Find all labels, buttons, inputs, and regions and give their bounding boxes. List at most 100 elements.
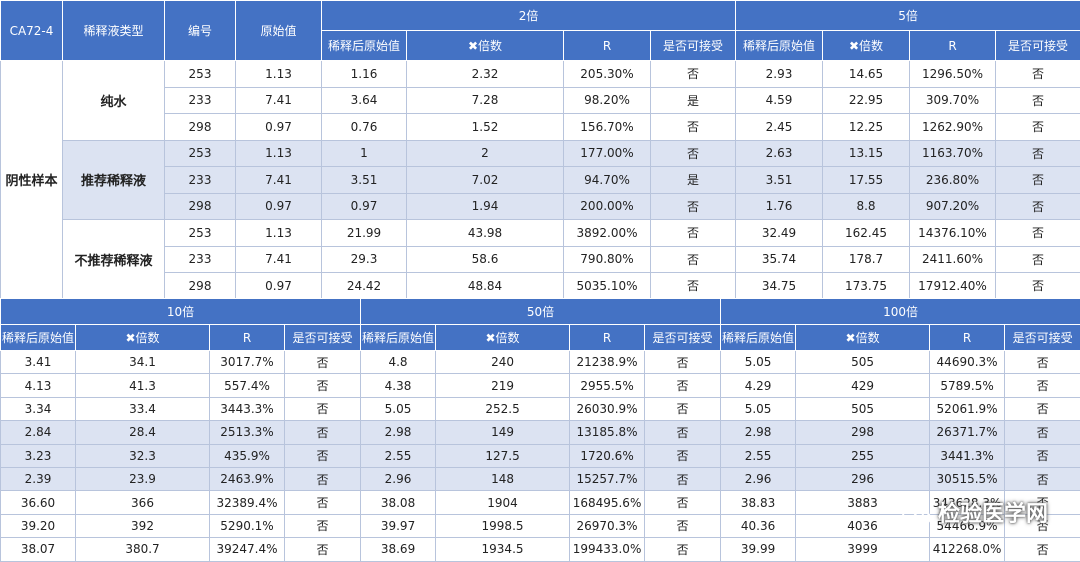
- table-cell: 1163.70%: [910, 140, 996, 167]
- group-header-2x: 2倍: [322, 1, 736, 31]
- table-cell: 13.15: [823, 140, 910, 167]
- table-cell: 199433.0%: [570, 538, 645, 561]
- table-cell: 5789.5%: [930, 374, 1005, 397]
- sub-header: R: [564, 31, 651, 61]
- table-cell: 1.13: [236, 61, 322, 88]
- watermark: 检验医学网: [902, 496, 1048, 528]
- table-cell: 156.70%: [564, 114, 651, 141]
- table-cell: 1.13: [236, 140, 322, 167]
- table-cell: 32.49: [736, 220, 823, 247]
- sub-header: ✖倍数: [407, 31, 564, 61]
- table-cell: 否: [285, 397, 361, 420]
- table-cell: 否: [285, 351, 361, 374]
- sub-header: 是否可接受: [651, 31, 736, 61]
- table-cell: 233: [165, 246, 236, 273]
- table-cell: 否: [996, 167, 1080, 194]
- diluent-type-label: 推荐稀释液: [63, 140, 165, 220]
- table-cell: 24.42: [322, 273, 407, 300]
- table-cell: 7.41: [236, 246, 322, 273]
- table-cell: 0.97: [236, 193, 322, 220]
- table-cell: 否: [645, 514, 721, 537]
- table-cell: 0.97: [322, 193, 407, 220]
- table-cell: 1998.5: [436, 514, 570, 537]
- table-cell: 1.94: [407, 193, 564, 220]
- table-cell: 否: [285, 421, 361, 444]
- table-cell: 366: [76, 491, 210, 514]
- table-cell: 44690.3%: [930, 351, 1005, 374]
- table-cell: 2: [407, 140, 564, 167]
- table-cell: 否: [1005, 444, 1080, 467]
- table-cell: 4.29: [721, 374, 796, 397]
- table-cell: 253: [165, 140, 236, 167]
- table-cell: 23.9: [76, 467, 210, 490]
- sub-header: R: [910, 31, 996, 61]
- table-cell: 29.3: [322, 246, 407, 273]
- table-cell: 12.25: [823, 114, 910, 141]
- table-cell: 298: [165, 273, 236, 300]
- diluent-type-label: 纯水: [63, 61, 165, 141]
- sub-header: 稀释后原始值: [721, 325, 796, 351]
- table-cell: 233: [165, 167, 236, 194]
- table-cell: 38.07: [1, 538, 76, 561]
- table-cell: 219: [436, 374, 570, 397]
- table-cell: 2.39: [1, 467, 76, 490]
- table-cell: 380.7: [76, 538, 210, 561]
- table-cell: 否: [645, 444, 721, 467]
- table-cell: 790.80%: [564, 246, 651, 273]
- table-cell: 2.84: [1, 421, 76, 444]
- table-cell: 否: [645, 351, 721, 374]
- table-cell: 149: [436, 421, 570, 444]
- table-cell: 435.9%: [210, 444, 285, 467]
- table-cell: 296: [796, 467, 930, 490]
- sub-header: R: [570, 325, 645, 351]
- sub-header: 是否可接受: [645, 325, 721, 351]
- table-cell: 34.75: [736, 273, 823, 300]
- table-cell: 173.75: [823, 273, 910, 300]
- table-cell: 7.41: [236, 87, 322, 114]
- table-cell: 505: [796, 351, 930, 374]
- table-cell: 3017.7%: [210, 351, 285, 374]
- table-cell: 否: [996, 193, 1080, 220]
- table-cell: 否: [645, 421, 721, 444]
- table-cell: 392: [76, 514, 210, 537]
- table-cell: 21.99: [322, 220, 407, 247]
- table-cell: 2.98: [361, 421, 436, 444]
- table-cell: 否: [1005, 397, 1080, 420]
- table-cell: 255: [796, 444, 930, 467]
- original-value-header: 原始值: [236, 1, 322, 61]
- table-cell: 35.74: [736, 246, 823, 273]
- table-cell: 5.05: [361, 397, 436, 420]
- table-cell: 2513.3%: [210, 421, 285, 444]
- table-cell: 否: [645, 491, 721, 514]
- table-cell: 236.80%: [910, 167, 996, 194]
- table-cell: 58.6: [407, 246, 564, 273]
- table-cell: 94.70%: [564, 167, 651, 194]
- table-cell: 2.55: [721, 444, 796, 467]
- table-cell: 否: [1005, 538, 1080, 561]
- table-cell: 否: [996, 140, 1080, 167]
- table-cell: 5035.10%: [564, 273, 651, 300]
- table-cell: 48.84: [407, 273, 564, 300]
- table-cell: 177.00%: [564, 140, 651, 167]
- corner-header: CA72-4: [1, 1, 63, 61]
- table-cell: 1: [322, 140, 407, 167]
- sub-header: 稀释后原始值: [1, 325, 76, 351]
- table-cell: 34.1: [76, 351, 210, 374]
- table-cell: 253: [165, 61, 236, 88]
- table-cell: 2955.5%: [570, 374, 645, 397]
- table-cell: 1.16: [322, 61, 407, 88]
- sub-header: ✖倍数: [76, 325, 210, 351]
- sub-header: ✖倍数: [796, 325, 930, 351]
- table-cell: 7.41: [236, 167, 322, 194]
- table-cell: 3.34: [1, 397, 76, 420]
- table-cell: 162.45: [823, 220, 910, 247]
- table-cell: 2.96: [361, 467, 436, 490]
- sub-header: 是否可接受: [285, 325, 361, 351]
- table-cell: 39.97: [361, 514, 436, 537]
- table-cell: 8.8: [823, 193, 910, 220]
